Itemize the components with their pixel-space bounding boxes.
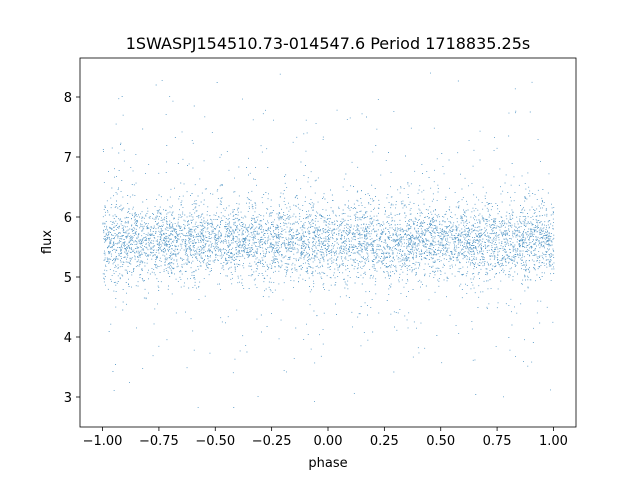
y-tick-label: 3 [64, 391, 72, 406]
y-tick-label: 8 [64, 91, 72, 106]
x-tick-label: 1.00 [539, 434, 568, 449]
x-tick-label: −1.00 [83, 434, 123, 449]
x-tick-label: 0.25 [370, 434, 399, 449]
y-axis-label: flux [40, 230, 55, 254]
x-axis-ticks: −1.00 −0.75 −0.50 −0.25 0.00 0.25 0.50 0.75 1.00 [83, 427, 568, 449]
x-tick-label: 0.00 [314, 434, 343, 449]
x-tick-label: −0.75 [139, 434, 179, 449]
data-points [102, 72, 555, 408]
y-tick-label: 5 [64, 271, 72, 286]
x-axis-label: phase [308, 456, 347, 471]
y-axis-ticks: 3 4 5 6 7 8 [64, 91, 80, 406]
y-tick-label: 7 [64, 151, 72, 166]
y-tick-label: 4 [64, 331, 72, 346]
x-tick-label: 0.50 [426, 434, 455, 449]
x-tick-label: −0.25 [252, 434, 292, 449]
chart-title: 1SWASPJ154510.73-014547.6 Period 1718835… [126, 34, 531, 53]
y-tick-label: 6 [64, 211, 72, 226]
plot-area [80, 58, 576, 427]
x-tick-label: 0.75 [483, 434, 512, 449]
scatter-points [102, 72, 555, 408]
x-tick-label: −0.50 [195, 434, 235, 449]
